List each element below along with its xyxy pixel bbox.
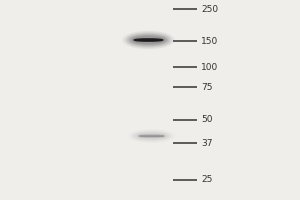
Text: 250: 250 bbox=[201, 4, 218, 14]
Ellipse shape bbox=[133, 132, 170, 140]
Ellipse shape bbox=[128, 34, 170, 46]
Ellipse shape bbox=[132, 36, 165, 44]
Text: 150: 150 bbox=[201, 36, 218, 46]
Text: 75: 75 bbox=[201, 83, 212, 92]
Text: 100: 100 bbox=[201, 62, 218, 72]
Ellipse shape bbox=[125, 33, 172, 47]
Ellipse shape bbox=[139, 135, 164, 137]
Text: 37: 37 bbox=[201, 138, 212, 148]
Ellipse shape bbox=[130, 35, 167, 45]
Text: 50: 50 bbox=[201, 116, 212, 124]
Ellipse shape bbox=[135, 132, 168, 140]
Ellipse shape bbox=[137, 133, 166, 139]
Ellipse shape bbox=[134, 39, 163, 41]
Text: 25: 25 bbox=[201, 176, 212, 184]
